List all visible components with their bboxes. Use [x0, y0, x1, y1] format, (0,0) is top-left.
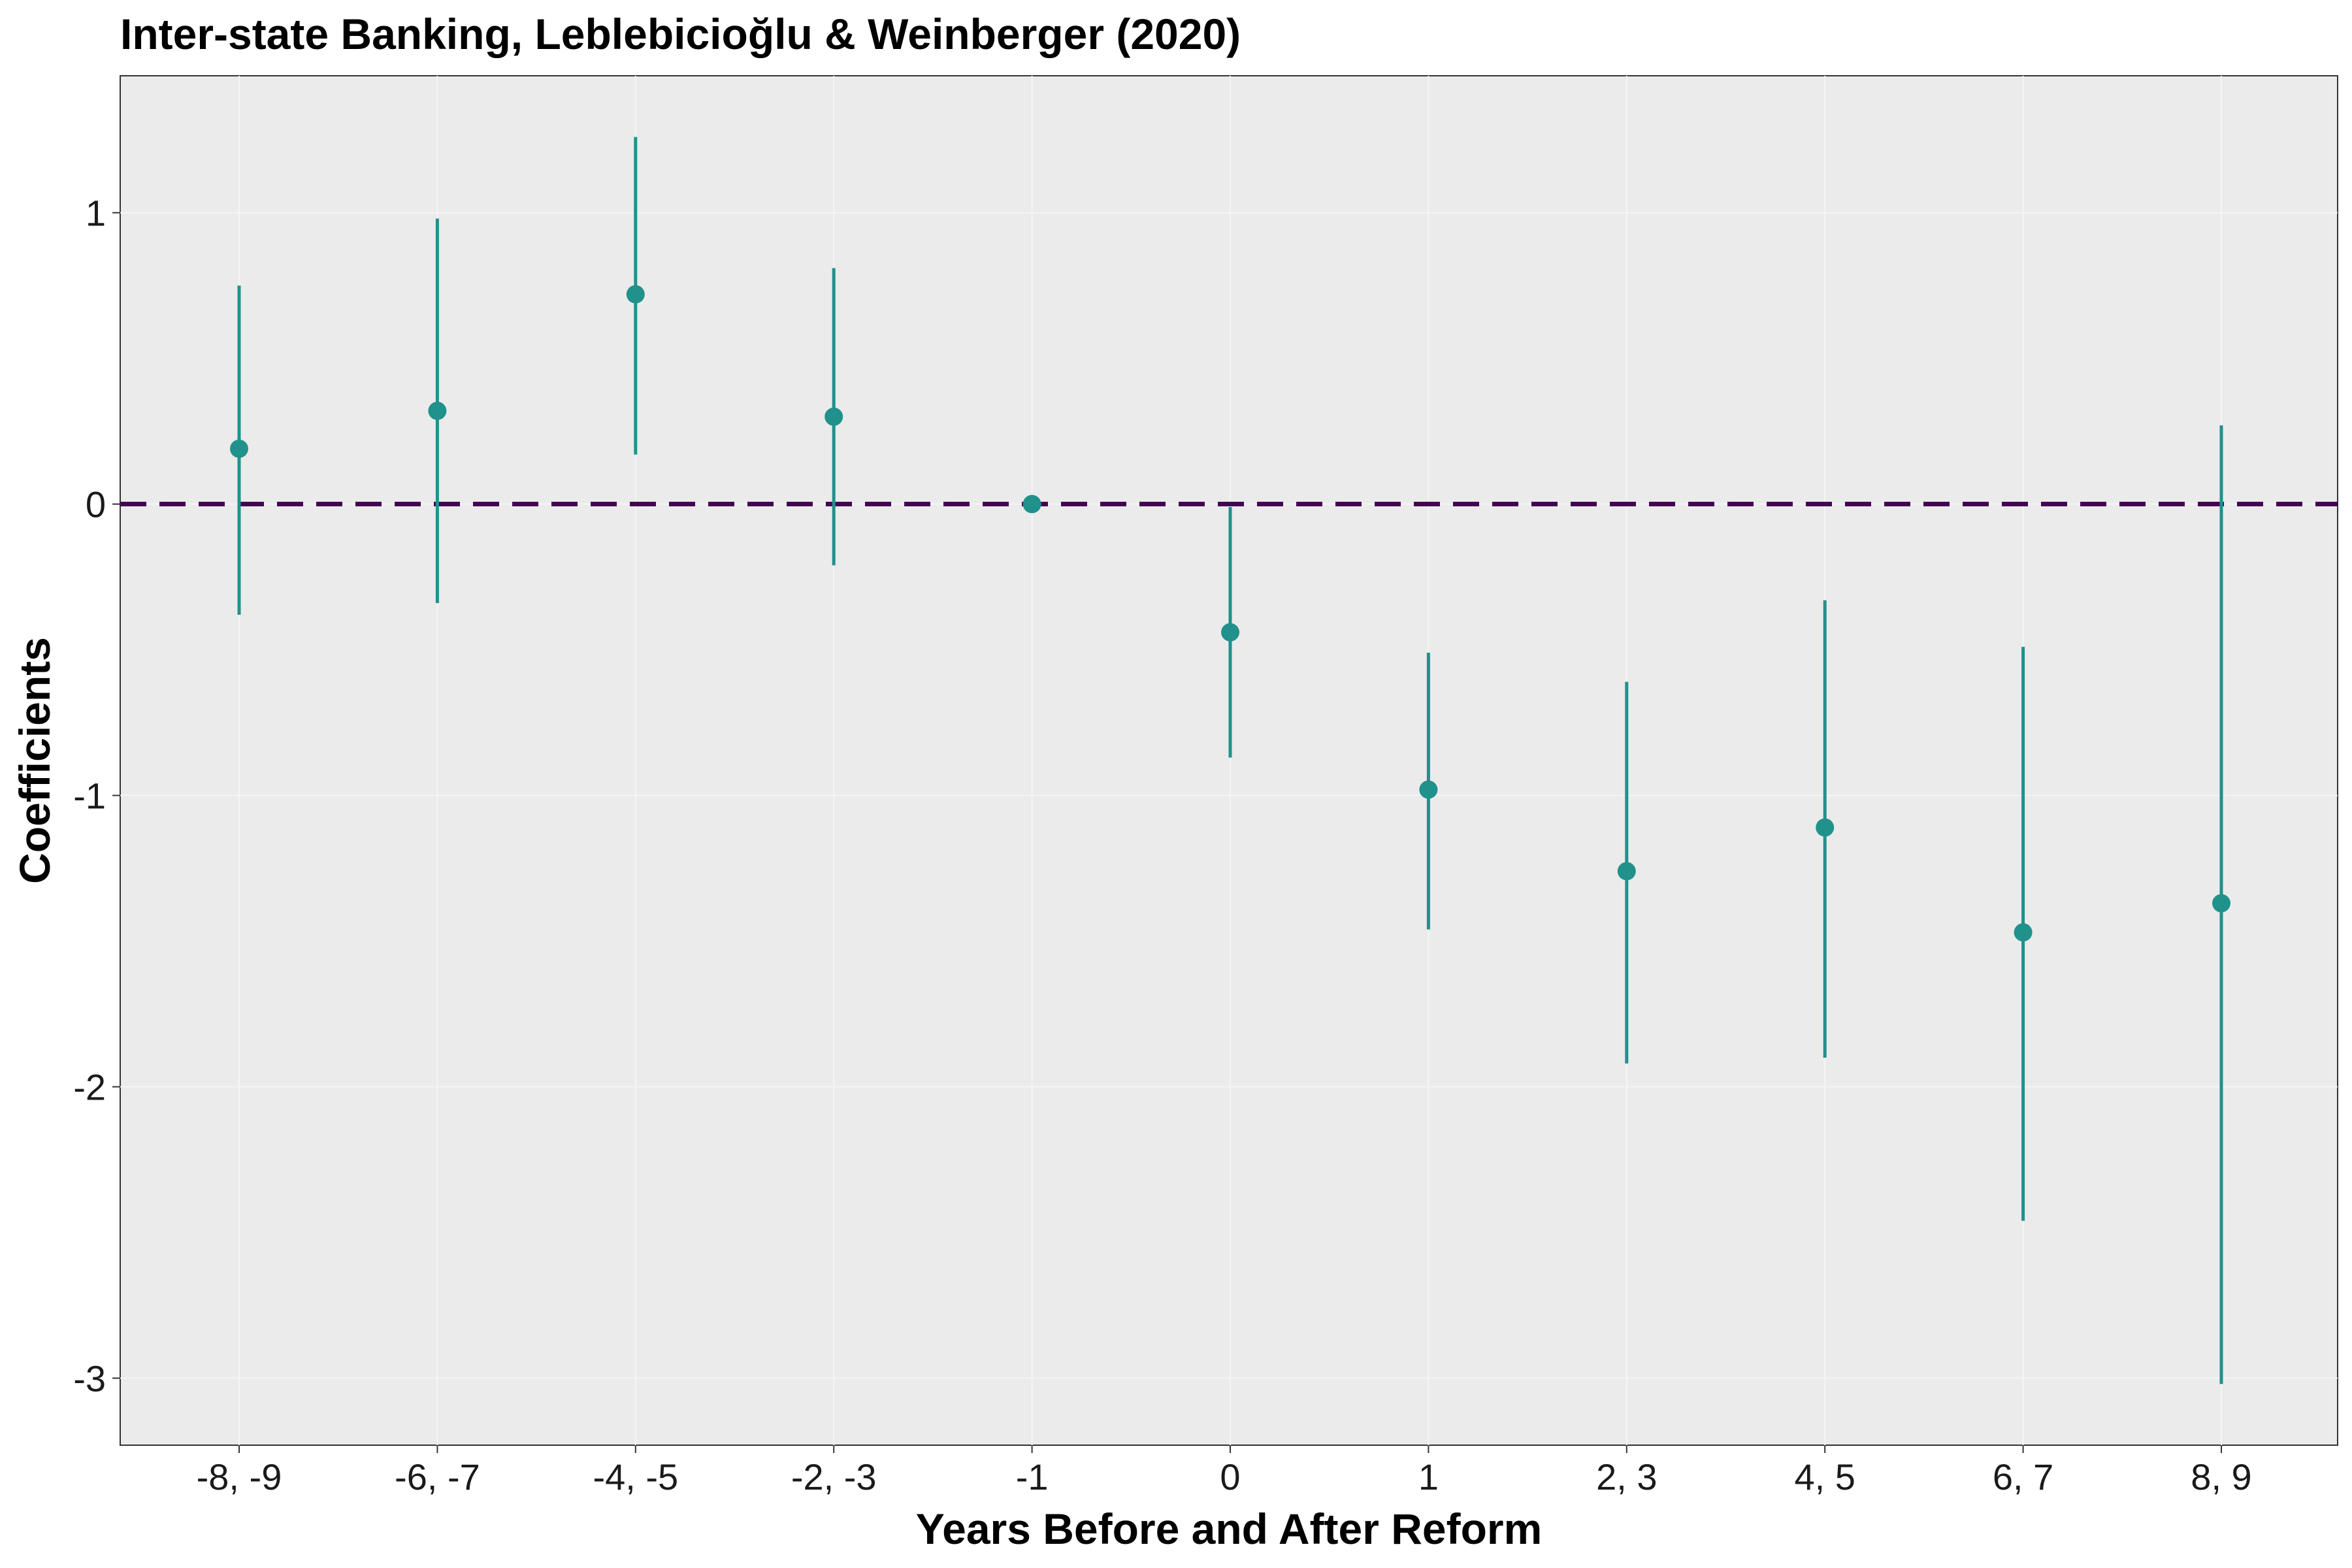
coefficient-point [1816, 818, 1835, 837]
coefficient-point [1221, 623, 1239, 642]
x-tick-label: 2, 3 [1596, 1456, 1657, 1497]
coefficient-point [2212, 894, 2230, 913]
y-tick-label: -2 [73, 1066, 106, 1107]
x-tick-label: -1 [1016, 1456, 1049, 1497]
x-tick-label: 8, 9 [2191, 1456, 2251, 1497]
plot-panel [120, 75, 2338, 1446]
y-tick-label: -1 [73, 776, 106, 817]
x-tick-label: -6, -7 [395, 1456, 480, 1497]
marks-layer [230, 137, 2230, 1384]
y-tick-label: 0 [86, 484, 106, 525]
x-axis: -8, -9 -6, -7 -4, -5 -2, -3 -1 0 1 2, 3 4, 5 6, 7… [197, 1445, 2252, 1497]
coefficient-point [230, 439, 248, 458]
y-tick-label: -3 [73, 1358, 106, 1399]
x-tick-label: 1 [1418, 1456, 1439, 1497]
coefficient-point [1022, 495, 1041, 514]
coefficient-point [825, 407, 843, 426]
coefficient-point [1419, 780, 1438, 799]
coefficient-point [1617, 862, 1636, 881]
coefficient-point [2014, 923, 2033, 942]
y-axis-title: Coefficients [10, 637, 59, 884]
coefficient-point [626, 285, 645, 304]
x-tick-label: -8, -9 [197, 1456, 282, 1497]
x-tick-label: -2, -3 [791, 1456, 877, 1497]
x-tick-label: 0 [1220, 1456, 1240, 1497]
coefficient-point [428, 401, 447, 420]
chart-title: Inter-state Banking, Leblebicioğlu & Wei… [120, 10, 1241, 58]
x-tick-label: 6, 7 [1993, 1456, 2053, 1497]
x-tick-label: 4, 5 [1794, 1456, 1855, 1497]
y-tick-label: 1 [86, 193, 106, 234]
x-tick-label: -4, -5 [593, 1456, 678, 1497]
y-axis: 1 0 -1 -2 -3 [73, 193, 120, 1399]
x-axis-title: Years Before and After Reform [916, 1505, 1543, 1553]
